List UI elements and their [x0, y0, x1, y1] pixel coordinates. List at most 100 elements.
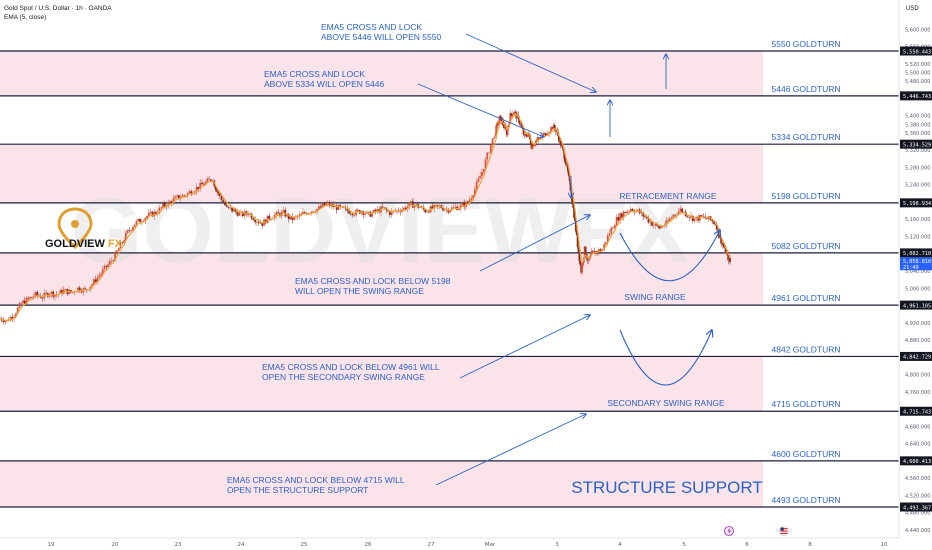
candle-body [686, 216, 689, 217]
candle-body [481, 172, 483, 177]
annotation-text: EMA5 CROSS AND LOCK BELOW 4715 WILL [227, 475, 405, 485]
candle-body [550, 127, 552, 133]
candle-body [665, 220, 668, 226]
candle-body [509, 113, 512, 123]
level-label: 4600 GOLDTURN [772, 449, 841, 459]
candle-body [183, 195, 186, 196]
candle-body [588, 259, 591, 260]
candle-body [572, 204, 575, 208]
candle-body [649, 221, 652, 223]
candle-body [442, 208, 444, 211]
candle-body [693, 218, 696, 222]
level-label: 4715 GOLDTURN [772, 399, 841, 409]
candle-body [176, 195, 179, 197]
candle-body [243, 211, 246, 217]
candle-body [518, 117, 521, 124]
candle-body [431, 206, 434, 209]
candle-body [525, 134, 528, 136]
candle-body [50, 291, 53, 295]
candle-body [91, 284, 94, 287]
time-axis[interactable] [0, 538, 932, 550]
price-tag-label: 4,842.729 [903, 355, 931, 361]
symbol-title[interactable]: Gold Spot / U.S. Dollar · 1h · OANDA [4, 5, 112, 12]
price-tag [900, 91, 932, 101]
candle-body [667, 220, 669, 222]
price-tick-label: 5,400.000 [905, 114, 930, 120]
candle-body [371, 212, 373, 217]
candle-body [254, 220, 257, 223]
price-tick-label: 5,600.000 [905, 27, 930, 33]
us-flag-icon[interactable] [779, 526, 789, 536]
candle-body [571, 197, 574, 205]
candle-body [284, 209, 287, 217]
candle-body [434, 204, 437, 206]
candle-body [259, 222, 262, 224]
lightning-icon[interactable] [724, 526, 734, 536]
candle-body [700, 215, 703, 217]
price-tick-label: 4,520.000 [905, 493, 930, 499]
candle-body [608, 233, 611, 236]
candle-body [275, 212, 278, 216]
candle-body [22, 300, 24, 304]
candle-body [586, 258, 589, 261]
candle-body [636, 209, 639, 211]
candle-body [374, 209, 377, 212]
candle-body [41, 297, 44, 299]
candle-body [726, 252, 729, 254]
candle-body [169, 201, 171, 202]
candle-body [197, 186, 200, 189]
candle-body [195, 186, 198, 192]
candle-body [59, 290, 62, 294]
candle-body [186, 192, 189, 196]
candle-body [266, 215, 269, 224]
candle-body [715, 224, 718, 230]
price-tag-label: 4,715.743 [903, 410, 931, 416]
candle-body [443, 209, 446, 211]
candle-body [679, 208, 682, 212]
candle-body [303, 212, 306, 213]
candle-body [548, 132, 551, 135]
candle-body [54, 294, 56, 297]
candle-body [68, 290, 71, 295]
candle-body [344, 207, 347, 209]
candle-body [238, 212, 241, 216]
time-tick-label: 23 [175, 542, 182, 548]
candle-body [449, 210, 451, 213]
zone-label-structure: STRUCTURE SUPPORT [571, 478, 762, 497]
candle-body [318, 206, 320, 209]
price-tick-label: 5,040.000 [905, 269, 930, 275]
zone-label-swing: SWING RANGE [624, 292, 686, 302]
candle-body [268, 215, 271, 219]
candle-body [16, 307, 19, 314]
price-tick-label: 5,000.000 [905, 286, 930, 292]
candle-body [603, 244, 606, 250]
indicator-title[interactable]: EMA (5, close) [4, 14, 46, 21]
candle-body [579, 260, 582, 265]
price-tick-label: 4,920.000 [905, 321, 930, 327]
candle-body [543, 132, 545, 135]
time-tick-label: 27 [428, 542, 435, 548]
candle-body [567, 171, 570, 176]
candle-body [461, 203, 464, 205]
candle-body [252, 218, 255, 221]
candle-body [488, 152, 490, 154]
candle-body [475, 182, 478, 190]
candle-body [576, 235, 579, 248]
projection-arrow [459, 315, 590, 379]
price-tick-label: 5,240.000 [905, 183, 930, 189]
candle-body [659, 226, 662, 229]
candle-body [724, 246, 727, 254]
candle-body [337, 205, 340, 210]
candle-body [135, 221, 138, 225]
candle-body [232, 209, 235, 212]
candle-body [160, 207, 163, 209]
candle-body [202, 184, 205, 185]
level-label: 5082 GOLDTURN [772, 241, 841, 251]
candle-body [497, 121, 500, 125]
candle-body [339, 205, 342, 207]
range-band [0, 51, 763, 96]
candle-body [640, 212, 643, 214]
candle-body [674, 214, 676, 216]
candle-body [629, 208, 632, 211]
